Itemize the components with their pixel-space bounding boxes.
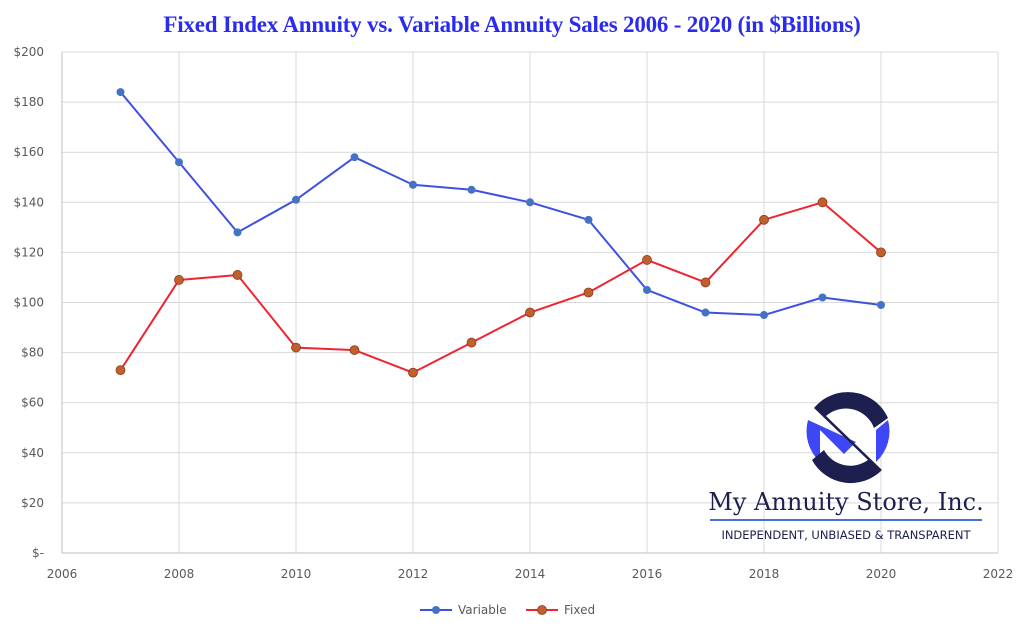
company-name: My Annuity Store, Inc. xyxy=(708,488,983,516)
data-point[interactable] xyxy=(701,308,710,317)
x-tick-label: 2016 xyxy=(632,567,663,581)
data-point[interactable] xyxy=(700,277,711,288)
y-tick-label: $140 xyxy=(13,195,44,209)
y-tick-label: $100 xyxy=(13,296,44,310)
axes xyxy=(61,52,998,554)
x-tick-label: 2014 xyxy=(515,567,546,581)
data-point[interactable] xyxy=(642,255,652,265)
y-tick-label: $60 xyxy=(21,396,44,410)
series-lines xyxy=(115,88,886,378)
data-point[interactable] xyxy=(174,275,184,285)
y-tick-label: $40 xyxy=(21,446,44,460)
ms-monogram-icon xyxy=(806,392,890,484)
fixed-marker-icon xyxy=(537,605,547,615)
legend-item-fixed[interactable]: Fixed xyxy=(526,603,595,617)
logo-rule xyxy=(710,519,982,521)
data-point[interactable] xyxy=(876,247,886,258)
x-tick-label: 2008 xyxy=(164,567,195,581)
data-point[interactable] xyxy=(291,342,301,353)
data-point[interactable] xyxy=(466,337,477,348)
data-point[interactable] xyxy=(350,153,359,162)
data-point[interactable] xyxy=(233,228,242,237)
x-axis-ticks: 2006 2008 2010 2012 2014 2016 2018 2020 2022 xyxy=(47,567,1014,581)
y-axis-ticks: $- $20 $40 $60 $80 $100 $120 $140 $160 $180 $200 xyxy=(13,45,44,560)
chart-title: Fixed Index Annuity vs. Variable Annuity… xyxy=(163,12,861,37)
data-point[interactable] xyxy=(583,287,594,298)
data-point[interactable] xyxy=(525,307,535,318)
legend-item-variable[interactable]: Variable xyxy=(420,603,507,617)
x-tick-label: 2012 xyxy=(398,567,429,581)
legend: Variable Fixed xyxy=(420,603,595,617)
data-point[interactable] xyxy=(175,158,183,167)
x-tick-label: 2020 xyxy=(866,567,897,581)
legend-label-variable: Variable xyxy=(458,603,507,617)
y-tick-label: $80 xyxy=(21,346,44,360)
data-point[interactable] xyxy=(877,301,885,310)
gridlines xyxy=(62,51,999,553)
y-tick-label: $160 xyxy=(13,145,44,159)
data-point[interactable] xyxy=(526,198,534,207)
legend-label-fixed: Fixed xyxy=(564,603,595,617)
data-point[interactable] xyxy=(817,197,828,208)
company-watermark: My Annuity Store, Inc. INDEPENDENT, UNBI… xyxy=(708,392,984,542)
y-tick-label: $120 xyxy=(13,245,44,259)
y-tick-label: $- xyxy=(32,546,44,560)
x-tick-label: 2022 xyxy=(983,567,1014,581)
x-tick-label: 2010 xyxy=(281,567,312,581)
data-point[interactable] xyxy=(759,214,769,225)
y-tick-label: $20 xyxy=(21,496,44,510)
x-tick-label: 2006 xyxy=(47,567,78,581)
data-point[interactable] xyxy=(818,293,827,302)
data-point[interactable] xyxy=(232,270,243,280)
x-tick-label: 2018 xyxy=(749,567,780,581)
data-point[interactable] xyxy=(116,88,125,97)
series-fixed xyxy=(115,197,886,378)
series-variable xyxy=(116,88,885,320)
variable-marker-icon xyxy=(432,606,440,614)
data-point[interactable] xyxy=(643,285,651,294)
data-point[interactable] xyxy=(115,365,126,376)
data-point[interactable] xyxy=(349,345,360,355)
data-point[interactable] xyxy=(409,180,417,189)
company-tagline: INDEPENDENT, UNBIASED & TRANSPARENT xyxy=(721,528,971,542)
data-point[interactable] xyxy=(760,311,768,320)
data-point[interactable] xyxy=(467,185,476,194)
data-point[interactable] xyxy=(408,367,418,378)
y-tick-label: $200 xyxy=(13,45,44,59)
data-point[interactable] xyxy=(584,215,593,224)
data-point[interactable] xyxy=(292,195,300,204)
y-tick-label: $180 xyxy=(13,95,44,109)
